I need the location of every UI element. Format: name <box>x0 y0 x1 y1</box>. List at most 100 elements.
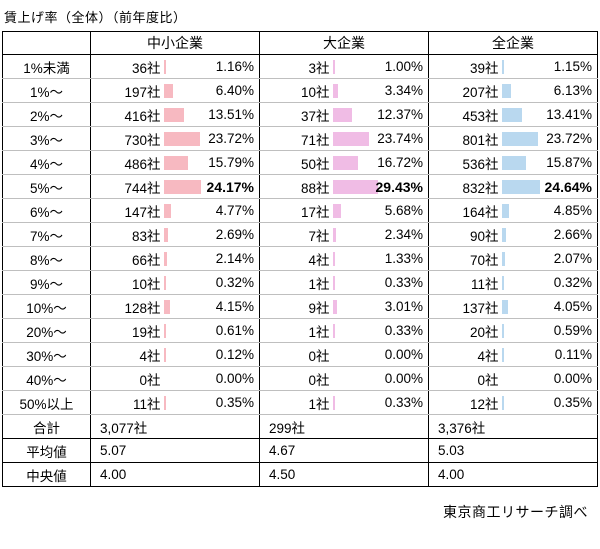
percent-cell: 4.15% <box>162 294 260 319</box>
percent-value: 5.68% <box>384 203 423 218</box>
count-cell: 20社 <box>428 318 501 343</box>
percent-value: 16.72% <box>377 155 423 170</box>
percent-value: 13.51% <box>208 107 254 122</box>
data-bar <box>163 59 166 74</box>
percent-value: 0.59% <box>553 323 592 338</box>
summary-row-label: 中央値 <box>2 462 91 487</box>
count-cell: 50社 <box>259 150 332 175</box>
data-bar <box>163 323 166 338</box>
data-bar <box>163 107 185 122</box>
column-header-smb: 中小企業 <box>90 31 260 55</box>
data-bar <box>501 203 510 218</box>
summary-value: 4.00 <box>428 462 598 487</box>
header-row: 中小企業 大企業 全企業 <box>2 31 598 55</box>
percent-cell: 2.34% <box>331 222 429 247</box>
count-cell: 37社 <box>259 102 332 127</box>
percent-value: 0.33% <box>384 275 423 290</box>
count-cell: 4社 <box>90 342 163 367</box>
percent-value: 4.05% <box>553 299 592 314</box>
count-cell: 1社 <box>259 390 332 415</box>
percent-cell: 0.33% <box>331 318 429 343</box>
count-cell: 39社 <box>428 54 501 79</box>
summary-value: 4.50 <box>259 462 429 487</box>
percent-value: 4.15% <box>215 299 254 314</box>
data-bar <box>501 395 504 410</box>
table-header: 中小企業 大企業 全企業 <box>2 31 598 55</box>
count-cell: 17社 <box>259 198 332 223</box>
table-row: 10%〜 128社 4.15% 9社 3.01% 137社 4.05% <box>2 294 598 319</box>
data-bar <box>332 299 338 314</box>
count-cell: 70社 <box>428 246 501 271</box>
percent-cell: 4.77% <box>162 198 260 223</box>
wage-table: 中小企業 大企業 全企業 1%未満 36社 1.16% 3社 1.00% 39社 1.15%… <box>2 31 598 487</box>
count-cell: 0社 <box>259 366 332 391</box>
data-bar <box>332 203 342 218</box>
summary-row-label: 合計 <box>2 414 91 439</box>
data-bar <box>332 275 335 290</box>
summary-value: 4.00 <box>90 462 260 487</box>
percent-value: 0.11% <box>554 347 592 362</box>
summary-value: 3,077社 <box>90 414 260 439</box>
row-label: 9%〜 <box>2 270 91 295</box>
percent-value: 2.69% <box>215 227 254 242</box>
count-cell: 0社 <box>259 342 332 367</box>
data-bar <box>332 323 335 338</box>
table-row: 2%〜 416社 13.51% 37社 12.37% 453社 13.41% <box>2 102 598 127</box>
column-header-all: 全企業 <box>428 31 598 55</box>
percent-value: 1.33% <box>384 251 423 266</box>
percent-value: 1.15% <box>553 59 592 74</box>
percent-cell: 2.66% <box>500 222 598 247</box>
percent-value: 2.14% <box>215 251 254 266</box>
data-bar <box>501 299 508 314</box>
percent-value: 2.07% <box>553 251 592 266</box>
percent-value: 3.34% <box>384 83 423 98</box>
percent-value: 0.00% <box>384 371 423 386</box>
count-cell: 10社 <box>259 78 332 103</box>
row-label: 4%〜 <box>2 150 91 175</box>
percent-cell: 5.68% <box>331 198 429 223</box>
data-bar <box>501 83 511 98</box>
column-header-large: 大企業 <box>259 31 429 55</box>
percent-cell: 3.34% <box>331 78 429 103</box>
count-cell: 36社 <box>90 54 163 79</box>
percent-cell: 0.11% <box>500 342 598 367</box>
percent-cell: 0.33% <box>331 270 429 295</box>
data-bar <box>163 83 174 98</box>
data-bar <box>501 227 506 242</box>
row-label: 8%〜 <box>2 246 91 271</box>
count-cell: 83社 <box>90 222 163 247</box>
percent-cell: 0.00% <box>500 366 598 391</box>
percent-value: 6.40% <box>215 83 254 98</box>
percent-cell: 0.59% <box>500 318 598 343</box>
row-label: 40%〜 <box>2 366 91 391</box>
table-row: 20%〜 19社 0.61% 1社 0.33% 20社 0.59% <box>2 318 598 343</box>
count-cell: 11社 <box>90 390 163 415</box>
percent-cell: 1.33% <box>331 246 429 271</box>
percent-cell: 13.41% <box>500 102 598 127</box>
count-cell: 744社 <box>90 174 163 199</box>
percent-value: 24.17% <box>206 178 254 195</box>
summary-row-label: 平均値 <box>2 438 91 463</box>
percent-value: 24.64% <box>544 178 592 195</box>
percent-value: 0.61% <box>215 323 254 338</box>
data-bar <box>163 299 170 314</box>
row-label: 20%〜 <box>2 318 91 343</box>
table-row: 3%〜 730社 23.72% 71社 23.74% 801社 23.72% <box>2 126 598 151</box>
data-bar <box>501 107 523 122</box>
count-cell: 12社 <box>428 390 501 415</box>
summary-value: 299社 <box>259 414 429 439</box>
count-cell: 801社 <box>428 126 501 151</box>
table-summary: 合計 3,077社 299社 3,376社 平均値 5.07 4.67 5.03 中央値 4.00… <box>2 414 598 487</box>
count-cell: 832社 <box>428 174 501 199</box>
row-label: 1%未満 <box>2 54 91 79</box>
data-bar <box>501 323 504 338</box>
row-label: 5%〜 <box>2 174 91 199</box>
percent-cell: 2.07% <box>500 246 598 271</box>
percent-value: 3.01% <box>384 299 423 314</box>
percent-cell: 15.79% <box>162 150 260 175</box>
percent-cell: 0.33% <box>331 390 429 415</box>
data-bar <box>163 131 201 146</box>
count-cell: 207社 <box>428 78 501 103</box>
percent-cell: 1.15% <box>500 54 598 79</box>
